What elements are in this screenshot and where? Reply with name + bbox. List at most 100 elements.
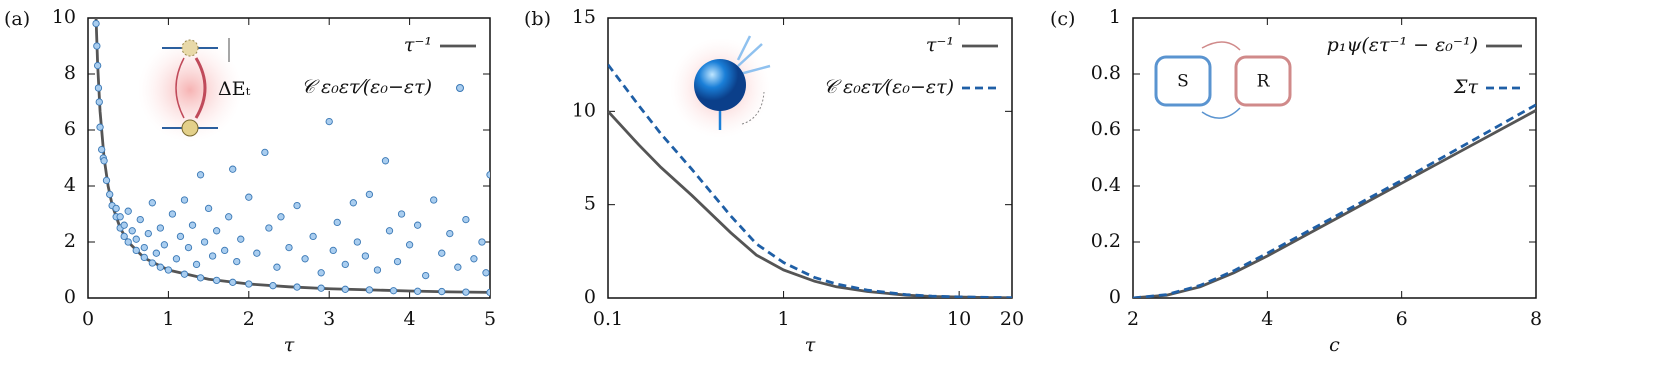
point (381, 157, 390, 165)
legend-label: τ⁻¹ (926, 34, 954, 56)
point (245, 193, 253, 201)
point (124, 238, 132, 246)
point (156, 224, 165, 232)
point (188, 221, 197, 229)
x-tick-label: 4 (1261, 308, 1273, 330)
point (478, 238, 486, 246)
legend-label: 𝒞 ε₀ετ⁄(ε₀−ετ) (301, 76, 432, 98)
point (253, 249, 261, 257)
point (148, 259, 156, 267)
y-tick-label: 0.6 (1091, 118, 1121, 140)
point (277, 213, 285, 221)
point (341, 285, 349, 293)
point (124, 207, 132, 215)
x-tick-label: 5 (484, 308, 496, 330)
point (225, 213, 233, 221)
point (180, 196, 189, 204)
y-tick-label: 10 (572, 99, 596, 121)
point (285, 243, 293, 252)
point (160, 241, 169, 249)
y-tick-label: 0 (1109, 286, 1121, 308)
x-tick-label: 1 (162, 308, 174, 330)
y-tick-label: 0.8 (1091, 62, 1121, 84)
y-tick-label: 4 (64, 174, 76, 196)
point (486, 288, 490, 297)
point (212, 276, 221, 285)
point (221, 246, 229, 255)
point (438, 249, 446, 257)
point (98, 145, 106, 154)
point (140, 253, 148, 262)
annotation: ΔEₜ (218, 78, 251, 100)
x-axis-label: τ (805, 334, 816, 356)
point (204, 204, 213, 213)
point (462, 215, 470, 224)
point (301, 255, 309, 263)
point (106, 190, 114, 199)
point (397, 210, 406, 218)
y-tick-label: 15 (572, 6, 596, 28)
point (192, 260, 201, 269)
y-tick-label: 0.2 (1091, 230, 1121, 252)
x-tick-label: 6 (1396, 308, 1408, 330)
inset-a: ΔEₜ (138, 38, 251, 142)
point (446, 229, 454, 238)
panel-label: (a) (4, 8, 30, 30)
point (317, 269, 325, 277)
point (100, 157, 108, 165)
plot-frame (1132, 17, 1537, 299)
point (365, 190, 374, 199)
point (128, 227, 136, 235)
plot-frame (607, 17, 1013, 299)
point (116, 213, 124, 221)
y-tick-label: 0 (584, 286, 596, 308)
point (365, 286, 374, 294)
point (470, 255, 478, 263)
point (229, 278, 237, 286)
point (176, 232, 185, 241)
plot-layer (92, 18, 490, 297)
line (608, 110, 1012, 298)
point (265, 224, 273, 232)
point (389, 287, 398, 295)
point (136, 215, 144, 224)
panel-label: (b) (524, 8, 551, 30)
point (120, 232, 128, 241)
point (353, 238, 361, 246)
point (341, 260, 349, 269)
point (486, 171, 490, 179)
point (413, 221, 422, 229)
x-tick-label: 2 (243, 308, 255, 330)
point (385, 227, 394, 235)
y-tick-label: 0.4 (1091, 174, 1121, 196)
point (93, 42, 101, 50)
plot-layer (1133, 103, 1536, 298)
legend-label: Στ (1453, 76, 1478, 98)
point (132, 246, 140, 255)
point (184, 243, 193, 252)
y-tick-label: 2 (64, 230, 76, 252)
point (229, 165, 237, 173)
annotation: S (1177, 72, 1189, 92)
point (293, 201, 301, 210)
point (325, 117, 333, 126)
point (373, 266, 382, 274)
point (317, 284, 325, 292)
x-tick-label: 2 (1127, 308, 1139, 330)
point (144, 229, 152, 238)
inset-c: S R (1154, 41, 1292, 119)
point (200, 238, 209, 246)
x-tick-label: 1 (778, 308, 790, 330)
x-tick-label: 4 (404, 308, 416, 330)
point (208, 252, 217, 260)
point (156, 263, 165, 271)
point (309, 232, 317, 241)
y-tick-label: 5 (584, 193, 596, 215)
point (93, 61, 102, 70)
point (132, 235, 140, 243)
panel-label: (c) (1050, 8, 1075, 30)
point (96, 123, 104, 131)
y-tick-label: 6 (64, 118, 76, 140)
